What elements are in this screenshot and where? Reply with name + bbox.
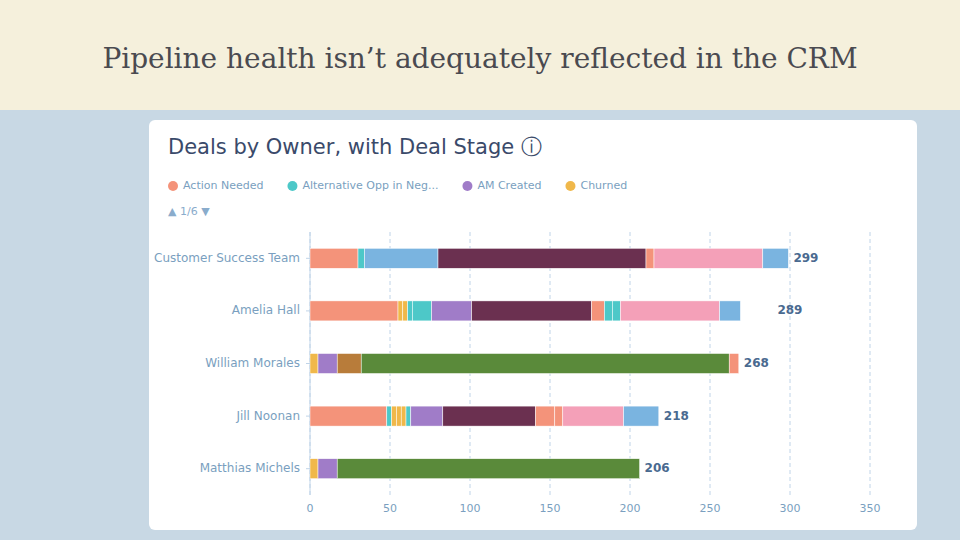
legend-swatch [287,181,297,191]
y-tick [306,416,310,417]
bar-segment [310,354,318,374]
bar-segment [654,248,763,268]
bar-segment [720,301,741,321]
bar-segment [432,301,472,321]
bar-segment [310,301,398,321]
title-band [0,0,960,110]
bar-segment [612,301,620,321]
y-tick-label: William Morales [205,356,300,370]
x-tick-label: 200 [620,502,641,515]
bar-segment [443,406,536,426]
legend-label: Action Needed [183,179,263,192]
bar-segment [318,459,337,479]
bar-segment [361,354,729,374]
bar-segment [412,301,431,321]
total-label: 299 [793,251,818,265]
bar-segment [536,406,555,426]
bar-segment [387,406,392,426]
y-tick-label: Amelia Hall [232,303,300,317]
legend-swatch [565,181,575,191]
bar-segment [408,301,413,321]
grid-line [870,232,871,495]
bar-segment [438,248,646,268]
y-tick-label: Jill Noonan [235,409,300,423]
title: Pipeline health isn’t adequately reflect… [102,42,857,75]
bar-segment [318,354,337,374]
x-tick-label: 150 [540,502,561,515]
bar-segment [364,248,438,268]
bar-segment [396,406,401,426]
bar-segment [646,248,654,268]
bar-segment [401,406,406,426]
legend: Action Needed Alternative Opp in Neg... AM… [168,179,627,192]
bar-segment [763,248,789,268]
total-label: 206 [645,461,670,475]
bar-segment [310,406,387,426]
bar-segment [398,301,403,321]
y-tick [306,258,310,259]
y-tick [306,363,310,364]
x-tick-label: 0 [307,502,314,515]
bar-segment [563,406,624,426]
bar-segment [729,354,739,374]
bar-segment [310,248,358,268]
y-tick [306,468,310,469]
bar-segment [337,354,361,374]
bar-segment [337,459,639,479]
nav-annotation: ▲ 1/6 ▼ [168,205,210,218]
bars [310,248,788,478]
legend-label: AM Created [477,179,541,192]
total-label: 289 [777,303,802,317]
legend-label: Churned [580,179,627,192]
bar-segment [620,301,719,321]
grid-line [790,232,791,495]
grid [310,232,870,495]
y-tick [306,310,310,311]
panel [149,120,917,530]
bar-segment [411,406,443,426]
bar-segment [592,301,605,321]
legend-swatch [462,181,472,191]
legend-swatch [168,181,178,191]
bar-segment [406,406,411,426]
bar-segment [624,406,659,426]
bar-segment [555,406,563,426]
chart-svg: Pipeline health isn’t adequately reflect… [0,0,960,540]
total-label: 218 [664,409,689,423]
background [0,0,960,540]
x-tick-label: 100 [460,502,481,515]
bar-segment [358,248,364,268]
legend-label: Alternative Opp in Neg... [302,179,438,192]
bar-segment [392,406,397,426]
y-tick-label: Matthias Michels [200,461,300,475]
y-tick-label: Customer Success Team [154,251,300,265]
x-tick-label: 350 [860,502,881,515]
bar-segment [310,459,318,479]
bar-segment [403,301,408,321]
x-tick-label: 300 [780,502,801,515]
x-tick-label: 250 [700,502,721,515]
total-label: 268 [744,356,769,370]
bar-segment [472,301,592,321]
bar-segment [604,301,612,321]
x-tick-label: 50 [383,502,397,515]
subtitle: Deals by Owner, with Deal Stage ⓘ [168,135,542,159]
page: {"chart_data": { "type": "bar", "orienta… [0,0,960,540]
